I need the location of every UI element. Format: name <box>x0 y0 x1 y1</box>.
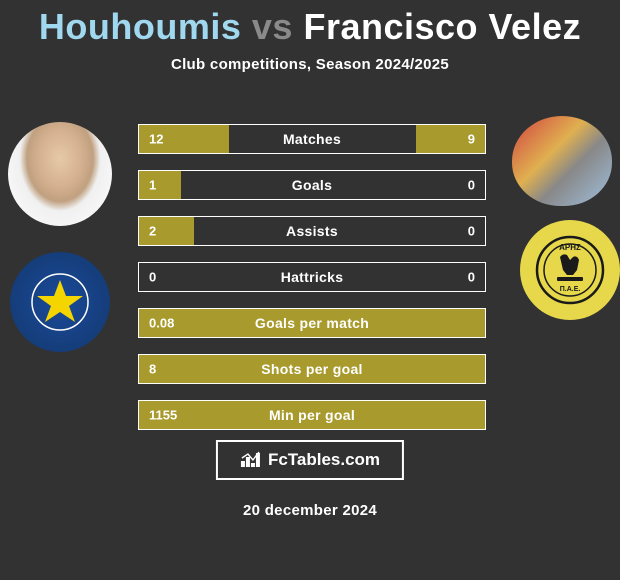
stat-label: Min per goal <box>269 407 355 423</box>
brand-box: FcTables.com <box>216 440 404 480</box>
player2-club-badge: ΑΡΗΣ Π.Α.Ε. <box>520 220 620 320</box>
aris-badge-icon: ΑΡΗΣ Π.Α.Ε. <box>535 235 605 305</box>
stat-value-left: 12 <box>149 132 163 147</box>
svg-text:ΑΡΗΣ: ΑΡΗΣ <box>559 243 581 252</box>
stat-label: Matches <box>283 131 341 147</box>
comparison-title: Houhoumis vs Francisco Velez <box>0 0 620 48</box>
stat-row: 1 Goals 0 <box>138 170 486 200</box>
player2-avatar <box>512 116 612 206</box>
stat-value-right: 9 <box>468 132 475 147</box>
stat-value-left: 0.08 <box>149 316 174 331</box>
stat-fill-left <box>139 171 181 199</box>
player1-avatar <box>8 122 112 226</box>
chart-icon <box>240 451 262 469</box>
stat-value-left: 1155 <box>149 408 177 423</box>
stat-value-left: 1 <box>149 178 156 193</box>
stat-label: Goals per match <box>255 315 369 331</box>
svg-text:Π.Α.Ε.: Π.Α.Ε. <box>560 286 581 293</box>
stat-row: 1155 Min per goal <box>138 400 486 430</box>
player2-name: Francisco Velez <box>303 6 581 47</box>
stat-fill-left <box>139 217 194 245</box>
stat-label: Goals <box>292 177 332 193</box>
stat-row: 8 Shots per goal <box>138 354 486 384</box>
stat-label: Shots per goal <box>261 361 362 377</box>
date-text: 20 december 2024 <box>243 502 377 519</box>
stat-value-left: 0 <box>149 270 156 285</box>
stat-row: 2 Assists 0 <box>138 216 486 246</box>
stats-container: 12 Matches 9 1 Goals 0 2 Assists 0 0 Hattricks 0 0.0… <box>138 124 486 446</box>
subtitle: Club competitions, Season 2024/2025 <box>0 56 620 73</box>
stat-row: 0 Hattricks 0 <box>138 262 486 292</box>
player1-name: Houhoumis <box>39 6 241 47</box>
stat-row: 12 Matches 9 <box>138 124 486 154</box>
stat-label: Hattricks <box>281 269 344 285</box>
star-icon <box>30 272 90 332</box>
vs-separator: vs <box>252 6 293 47</box>
stat-row: 0.08 Goals per match <box>138 308 486 338</box>
stat-value-right: 0 <box>468 270 475 285</box>
brand-text: FcTables.com <box>268 450 380 470</box>
stat-value-left: 8 <box>149 362 156 377</box>
stat-value-right: 0 <box>468 224 475 239</box>
stat-value-left: 2 <box>149 224 156 239</box>
stat-value-right: 0 <box>468 178 475 193</box>
stat-label: Assists <box>286 223 338 239</box>
player1-club-badge <box>10 252 110 352</box>
